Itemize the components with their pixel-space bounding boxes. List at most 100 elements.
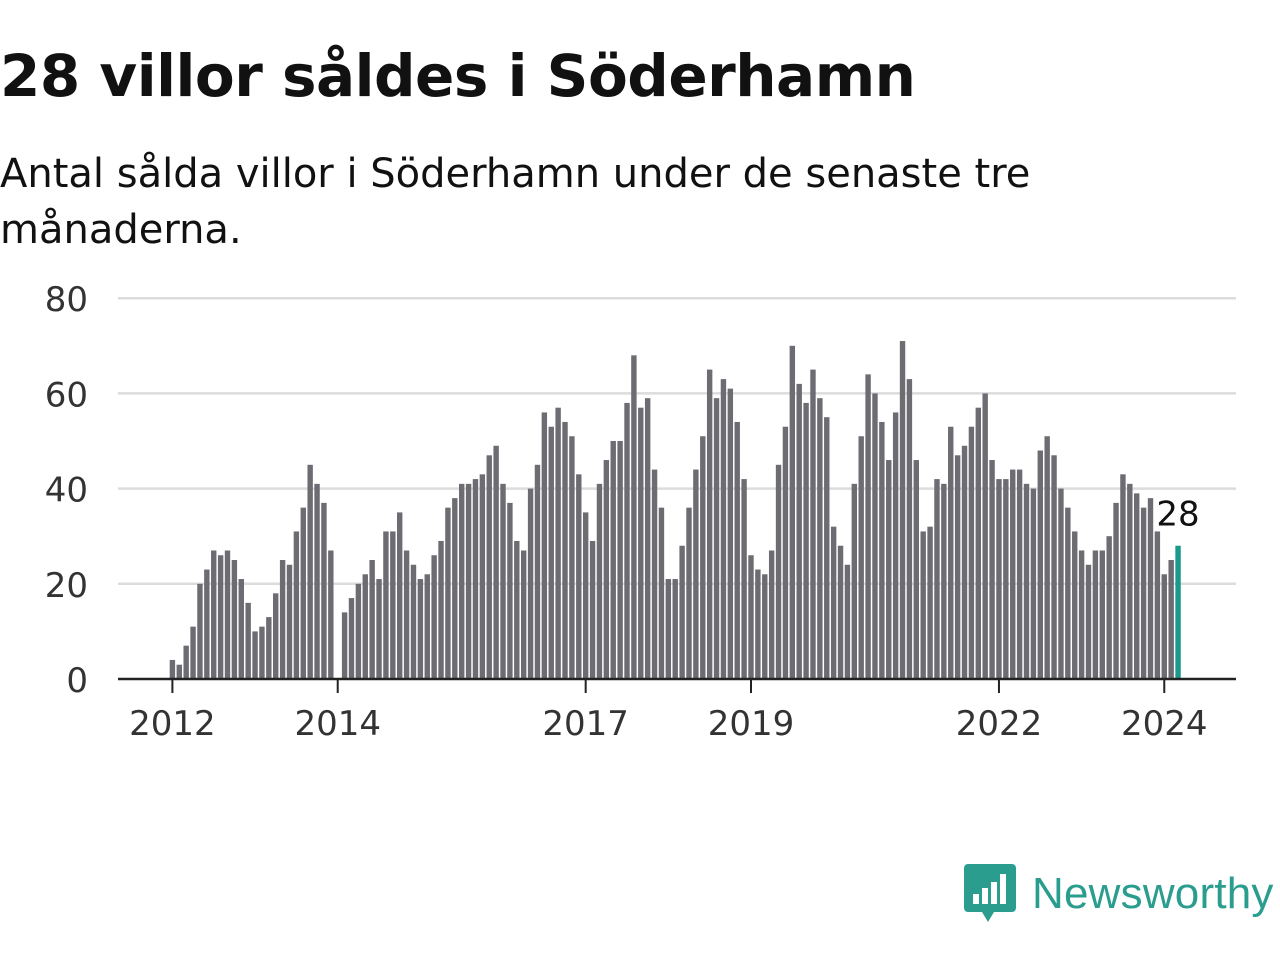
- bar: [293, 531, 300, 679]
- x-tick-label: 2024: [1121, 704, 1208, 740]
- bar: [589, 540, 596, 679]
- x-tick-label: 2017: [542, 704, 629, 740]
- bar: [376, 579, 382, 679]
- bar: [486, 455, 492, 679]
- bar: [459, 483, 465, 679]
- bar: [1154, 531, 1161, 679]
- bar: [727, 388, 734, 679]
- bar: [231, 560, 238, 679]
- bar: [321, 502, 327, 679]
- bar: [286, 564, 293, 679]
- bar-chart: 0 20 40 60 80 2012 2014 2017 2019 2022 2024 28: [45, 280, 1236, 740]
- bar: [824, 417, 830, 679]
- bar: [1078, 550, 1085, 679]
- bar: [768, 550, 775, 679]
- bar: [273, 593, 279, 679]
- bar: [941, 483, 947, 679]
- bar: [892, 412, 899, 679]
- bar: [934, 479, 940, 679]
- bar: [445, 507, 451, 679]
- bar: [1120, 474, 1126, 679]
- chart-title: 28 villor såldes i Söderhamn: [0, 42, 916, 110]
- bar: [452, 498, 458, 679]
- bar: [190, 626, 196, 679]
- bar: [424, 574, 430, 679]
- y-axis-ticks: 0 20 40 60 80: [45, 280, 88, 701]
- bar: [1016, 469, 1023, 679]
- bar: [651, 469, 658, 679]
- bar: [961, 445, 968, 679]
- bar: [672, 579, 678, 679]
- bar-highlight: [1175, 545, 1181, 679]
- bar: [314, 483, 320, 679]
- bar: [500, 483, 506, 679]
- bar: [204, 569, 210, 679]
- bar: [390, 531, 396, 679]
- x-tick-label: 2014: [294, 704, 381, 740]
- bars: [169, 341, 1181, 679]
- bar: [844, 564, 851, 679]
- bar: [1113, 502, 1119, 679]
- bar: [755, 569, 761, 679]
- bar: [851, 483, 858, 679]
- x-axis-ticks: 2012 2014 2017 2019 2022 2024: [129, 679, 1208, 740]
- bar: [975, 407, 981, 679]
- bar: [810, 369, 816, 679]
- bar: [638, 407, 644, 679]
- bar: [1051, 455, 1057, 679]
- bar: [183, 645, 189, 679]
- bar: [362, 574, 368, 679]
- bar: [603, 460, 610, 679]
- bar: [830, 526, 837, 679]
- bar: [954, 455, 961, 679]
- bar: [748, 555, 754, 679]
- bar: [397, 512, 403, 679]
- bar: [438, 540, 444, 679]
- bar: [899, 341, 906, 679]
- bar: [307, 464, 313, 679]
- bar: [245, 602, 251, 679]
- bar: [507, 502, 513, 679]
- bar: [775, 464, 782, 679]
- bar: [1044, 436, 1050, 679]
- x-tick-label: 2012: [129, 704, 216, 740]
- bar: [266, 617, 272, 679]
- bar: [541, 412, 548, 679]
- bar: [514, 540, 520, 679]
- bar: [493, 445, 499, 679]
- bar: [1065, 507, 1071, 679]
- bar: [596, 483, 603, 679]
- bar: [996, 479, 1002, 679]
- bar: [238, 579, 244, 679]
- y-tick-label: 80: [45, 280, 88, 320]
- bar: [328, 550, 334, 679]
- bar: [762, 574, 768, 679]
- bar: [720, 379, 727, 679]
- bar: [789, 345, 796, 679]
- bar: [713, 398, 720, 679]
- bar: [465, 483, 472, 679]
- bar: [865, 374, 871, 679]
- bar: [369, 560, 375, 679]
- bar: [734, 421, 740, 679]
- bar: [679, 545, 685, 679]
- bar: [741, 479, 747, 679]
- bar: [837, 545, 844, 679]
- bar: [403, 550, 410, 679]
- bar: [410, 564, 417, 679]
- chart-subtitle: Antal sålda villor i Söderhamn under de …: [0, 151, 1031, 253]
- bar: [383, 531, 389, 679]
- bar: [431, 555, 437, 679]
- bar: [169, 659, 176, 679]
- data-labels: 28: [1153, 491, 1203, 538]
- bar: [1092, 550, 1099, 679]
- bar: [982, 393, 988, 679]
- bar: [706, 369, 713, 679]
- bar: [879, 421, 885, 679]
- bar: [417, 579, 424, 679]
- bar: [1037, 450, 1043, 679]
- bar: [520, 550, 527, 679]
- y-tick-label: 0: [66, 661, 88, 701]
- bar: [631, 355, 637, 679]
- bar: [300, 507, 306, 679]
